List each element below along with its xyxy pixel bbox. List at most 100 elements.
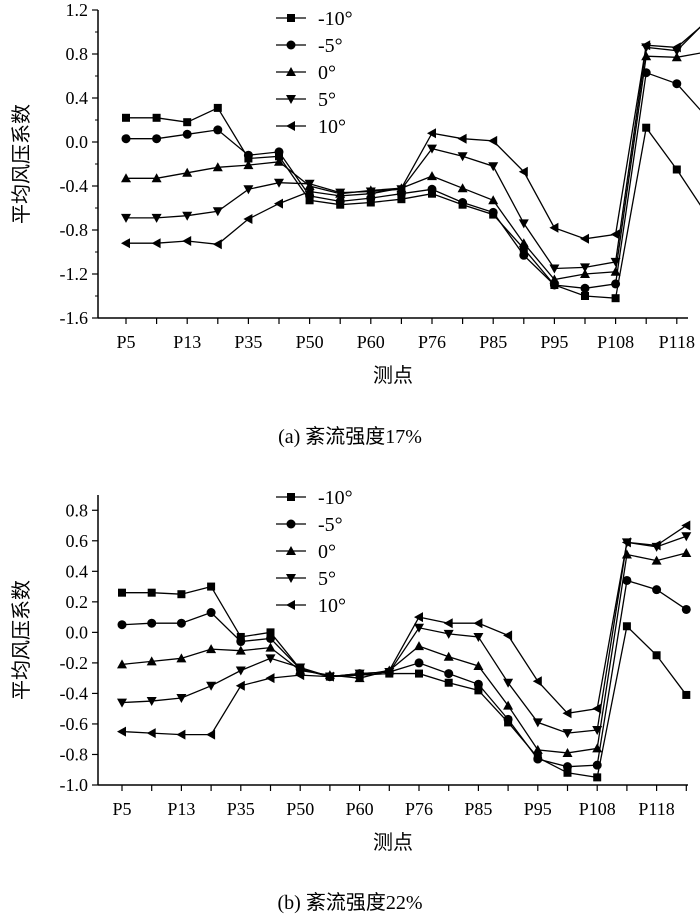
data-point bbox=[182, 129, 192, 139]
series-b-2 bbox=[117, 548, 692, 757]
y-tick-label: -0.8 bbox=[60, 744, 89, 764]
data-point bbox=[183, 118, 192, 127]
data-point bbox=[265, 673, 275, 684]
data-point bbox=[562, 747, 573, 757]
data-point bbox=[592, 726, 603, 736]
legend-label: 10° bbox=[318, 116, 346, 138]
data-point bbox=[593, 773, 602, 782]
legend-label: -10° bbox=[318, 8, 353, 30]
data-point bbox=[335, 188, 346, 198]
chart-panel-b: -1.0 -0.8 -0.6 -0.4 -0.2 0.0 0.2 0.4 0.6 0.8 P5 P13… bbox=[0, 460, 700, 920]
data-point bbox=[580, 233, 589, 244]
legend-item-b-3: 5° bbox=[276, 568, 336, 590]
data-point bbox=[176, 729, 186, 740]
data-point bbox=[182, 167, 193, 177]
data-point bbox=[274, 198, 283, 209]
data-point bbox=[274, 156, 284, 166]
data-point bbox=[295, 663, 306, 673]
data-point bbox=[146, 728, 156, 739]
series-line bbox=[126, 71, 700, 289]
legend-item-a-0: -10° bbox=[276, 8, 353, 30]
data-point bbox=[213, 103, 222, 112]
x-tick-label: P95 bbox=[524, 799, 552, 819]
data-point bbox=[592, 743, 603, 753]
data-point bbox=[681, 548, 692, 557]
x-tick-label: P13 bbox=[173, 332, 201, 352]
x-tick-label: P85 bbox=[479, 332, 507, 352]
data-point bbox=[122, 113, 130, 122]
legend-label: 0° bbox=[318, 541, 336, 563]
legend-label: -5° bbox=[318, 514, 343, 536]
data-point bbox=[427, 171, 437, 181]
x-tick-label: P85 bbox=[464, 799, 492, 819]
data-point bbox=[473, 679, 483, 689]
legend-label: 10° bbox=[318, 595, 346, 617]
series-line bbox=[121, 552, 687, 754]
data-point bbox=[592, 703, 602, 714]
data-point bbox=[473, 618, 483, 629]
data-point bbox=[503, 630, 513, 641]
data-point bbox=[580, 263, 590, 273]
data-point bbox=[641, 40, 651, 51]
legend-item-a-2: 0° bbox=[276, 62, 336, 84]
data-point bbox=[243, 214, 253, 224]
data-point bbox=[121, 238, 130, 249]
data-point bbox=[266, 633, 275, 643]
data-point bbox=[304, 179, 315, 189]
data-point bbox=[562, 708, 572, 719]
data-point bbox=[532, 676, 542, 687]
y-tick-label: 0.8 bbox=[66, 500, 89, 520]
data-point bbox=[611, 294, 620, 303]
data-point bbox=[365, 188, 375, 199]
data-point bbox=[427, 184, 437, 194]
data-point bbox=[182, 236, 192, 246]
legend-marker bbox=[286, 546, 296, 555]
data-point bbox=[457, 152, 468, 162]
data-point bbox=[396, 183, 406, 194]
legend-item-b-2: 0° bbox=[276, 541, 336, 563]
data-point bbox=[415, 669, 423, 678]
data-point bbox=[652, 585, 662, 595]
series-a-2 bbox=[121, 51, 700, 284]
y-tick-label: 0.6 bbox=[66, 531, 89, 551]
data-point bbox=[488, 207, 498, 217]
data-point bbox=[533, 754, 543, 764]
x-tick-label: P108 bbox=[579, 799, 616, 819]
data-point bbox=[265, 642, 276, 652]
y-tick-label: -1.0 bbox=[60, 775, 89, 795]
data-point bbox=[147, 618, 157, 628]
data-point bbox=[503, 678, 514, 688]
data-point bbox=[176, 618, 186, 628]
y-tick-label: -0.4 bbox=[60, 176, 89, 196]
data-point bbox=[651, 540, 661, 551]
data-point bbox=[652, 651, 661, 660]
x-tick-label: P35 bbox=[227, 799, 255, 819]
data-point bbox=[682, 690, 691, 699]
data-point bbox=[151, 213, 162, 223]
data-point bbox=[672, 165, 681, 174]
legend-marker bbox=[287, 14, 295, 22]
x-tick-label: P50 bbox=[296, 332, 324, 352]
data-point bbox=[457, 183, 468, 193]
y-tick-label: 0.2 bbox=[66, 592, 89, 612]
series-line bbox=[126, 52, 700, 281]
data-point bbox=[503, 714, 513, 724]
data-point bbox=[532, 744, 543, 754]
data-point bbox=[243, 185, 254, 195]
data-point bbox=[610, 257, 621, 267]
legend-marker bbox=[286, 95, 296, 104]
data-point bbox=[151, 238, 161, 249]
data-point bbox=[549, 274, 560, 284]
data-point bbox=[414, 612, 423, 623]
data-point bbox=[563, 768, 572, 777]
data-point bbox=[182, 211, 193, 221]
legend-label: 5° bbox=[318, 568, 336, 590]
data-point bbox=[146, 697, 157, 707]
data-point bbox=[295, 670, 305, 681]
data-point bbox=[503, 700, 514, 710]
data-point bbox=[621, 537, 631, 548]
legend-item-a-1: -5° bbox=[276, 35, 343, 57]
data-point bbox=[651, 555, 662, 565]
y-tick-label: -1.6 bbox=[60, 308, 89, 328]
data-point bbox=[235, 680, 245, 691]
